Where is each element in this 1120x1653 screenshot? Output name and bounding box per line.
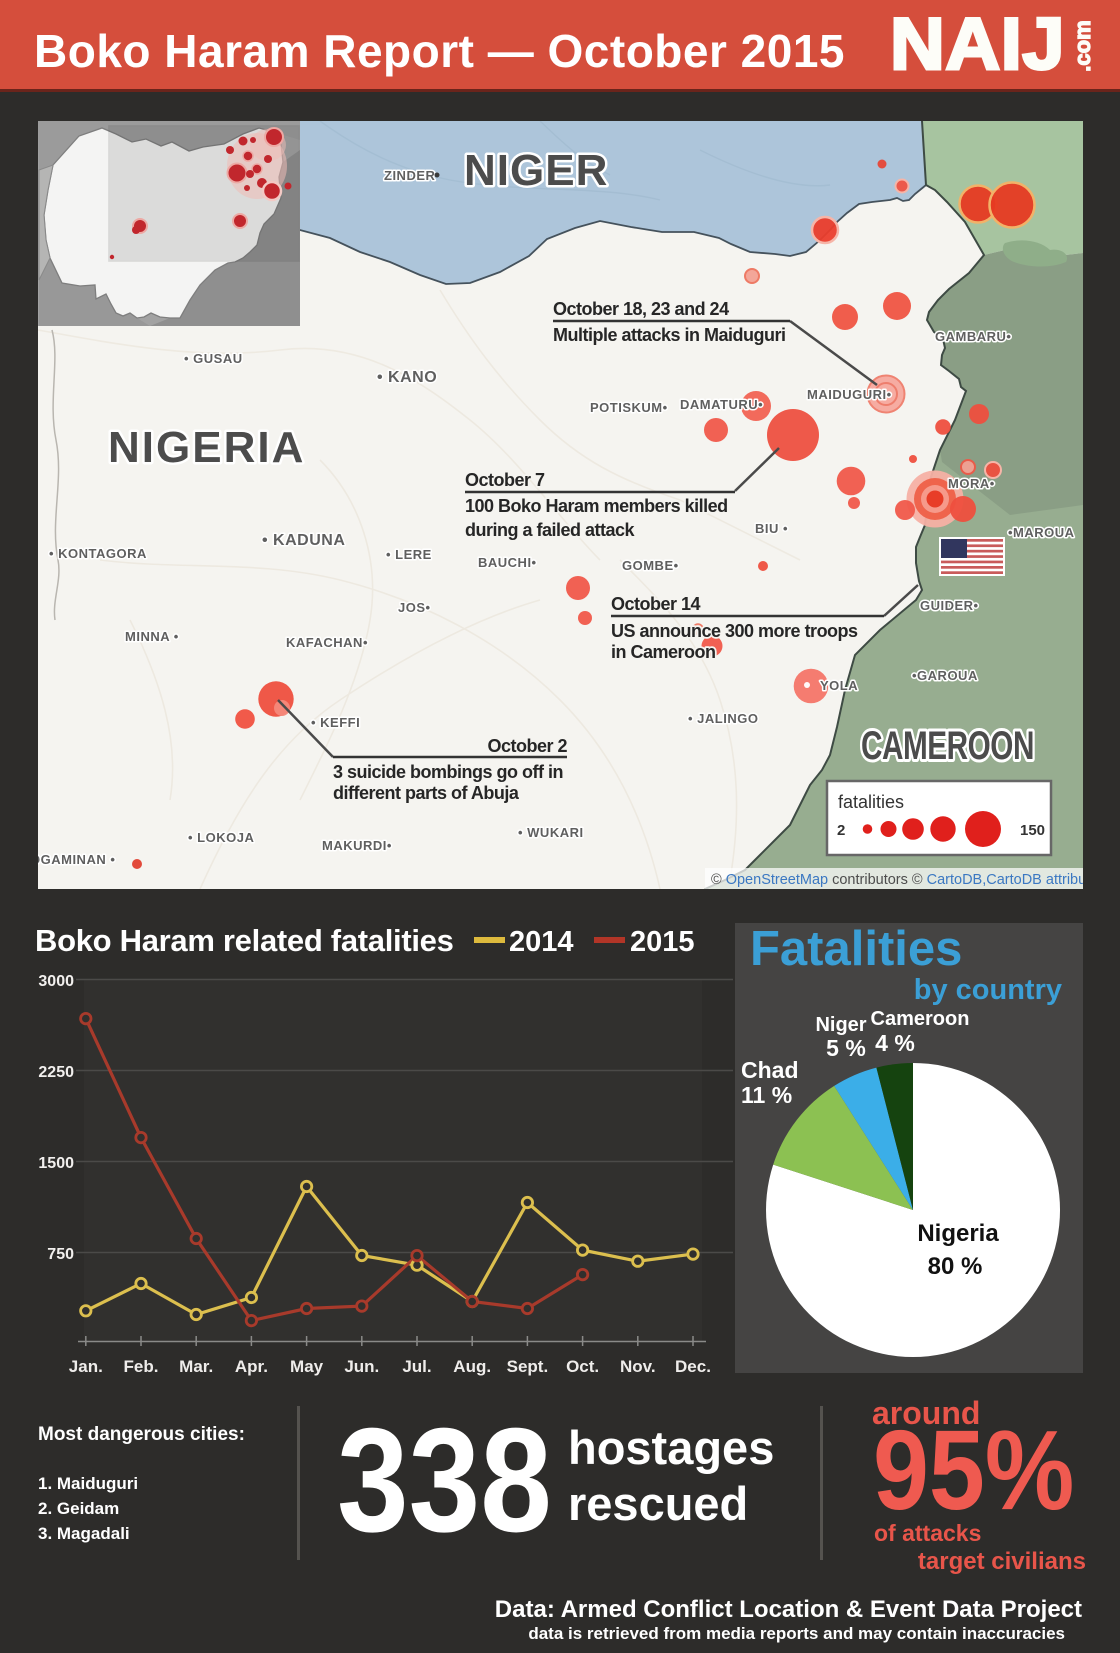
svg-text:5 %: 5 %	[826, 1035, 866, 1061]
svg-text:MORA•: MORA•	[948, 476, 995, 491]
svg-text:Jun.: Jun.	[344, 1357, 379, 1376]
svg-text:JOS•: JOS•	[398, 600, 431, 615]
svg-text:Aug.: Aug.	[453, 1357, 491, 1376]
svg-text:Mar.: Mar.	[179, 1357, 213, 1376]
svg-text:Nov.: Nov.	[620, 1357, 656, 1376]
svg-text:CAMEROON: CAMEROON	[861, 724, 1034, 768]
svg-text:October 2: October 2	[487, 736, 567, 756]
svg-text:different parts of Abuja: different parts of Abuja	[333, 783, 520, 803]
svg-text:Jan.: Jan.	[69, 1357, 103, 1376]
svg-text:Fatalities: Fatalities	[750, 923, 962, 976]
svg-text:•MAROUA: •MAROUA	[1008, 525, 1075, 540]
svg-text:• JALINGO: • JALINGO	[688, 711, 758, 726]
svg-text:2250: 2250	[38, 1064, 74, 1081]
svg-text:GAMBARU•: GAMBARU•	[935, 329, 1011, 344]
svg-text:Feb.: Feb.	[124, 1357, 159, 1376]
svg-text:Chad: Chad	[741, 1057, 799, 1083]
svg-text:US announce 300 more troops: US announce 300 more troops	[611, 621, 858, 641]
svg-text:4 %: 4 %	[875, 1030, 915, 1056]
svg-text:• LOKOJA: • LOKOJA	[188, 830, 254, 845]
svg-text:Cameroon: Cameroon	[871, 1008, 970, 1030]
svg-text:during a failed attack: during a failed attack	[465, 520, 636, 540]
svg-text:• KANO: • KANO	[377, 369, 437, 386]
svg-text:fatalities: fatalities	[838, 792, 904, 812]
svg-text:BIU •: BIU •	[755, 521, 788, 536]
svg-text:Oct.: Oct.	[566, 1357, 599, 1376]
svg-text:POTISKUM•: POTISKUM•	[590, 400, 668, 415]
svg-text:750: 750	[47, 1246, 74, 1263]
svg-text:Jul.: Jul.	[402, 1357, 431, 1376]
svg-text:• KEFFI: • KEFFI	[311, 715, 360, 730]
svg-text:Nigeria: Nigeria	[917, 1220, 999, 1247]
svg-text:OGAMINAN •: OGAMINAN •	[38, 852, 115, 867]
svg-text:October 7: October 7	[465, 470, 545, 490]
svg-text:Apr.: Apr.	[235, 1357, 268, 1376]
svg-text:150: 150	[1020, 822, 1045, 839]
svg-text:MAKURDI•: MAKURDI•	[322, 838, 392, 853]
svg-text:11 %: 11 %	[741, 1082, 792, 1108]
svg-text:80 %: 80 %	[928, 1253, 983, 1280]
svg-text:DAMATURU•: DAMATURU•	[680, 397, 763, 412]
svg-text:KAFACHAN•: KAFACHAN•	[286, 635, 368, 650]
svg-text:Sept.: Sept.	[507, 1357, 549, 1376]
svg-text:Dec.: Dec.	[675, 1357, 711, 1376]
svg-text:100 Boko Haram members killed: 100 Boko Haram members killed	[465, 496, 728, 516]
svg-text:BAUCHI•: BAUCHI•	[478, 555, 537, 570]
svg-text:ZINDER: ZINDER	[384, 168, 436, 183]
svg-text:Boko Haram related fatalities: Boko Haram related fatalities	[35, 923, 454, 958]
svg-text:GUIDER•: GUIDER•	[920, 598, 979, 613]
svg-text:• GUSAU: • GUSAU	[184, 351, 243, 366]
svg-text:Multiple attacks in Maiduguri: Multiple attacks in Maiduguri	[553, 325, 786, 345]
svg-text:• KONTAGORA: • KONTAGORA	[49, 546, 147, 561]
svg-text:2015: 2015	[630, 926, 695, 958]
svg-text:MAIDUGURI•: MAIDUGURI•	[807, 387, 892, 402]
svg-text:• LERE: • LERE	[386, 547, 432, 562]
svg-text:• WUKARI: • WUKARI	[518, 825, 584, 840]
svg-text:October 18, 23 and 24: October 18, 23 and 24	[553, 299, 729, 319]
svg-text:•GAROUA: •GAROUA	[912, 668, 978, 683]
svg-text:© OpenStreetMap contributors ©: © OpenStreetMap contributors © CartoDB,C…	[711, 872, 1083, 888]
svg-text:1500: 1500	[38, 1155, 74, 1172]
svg-text:• KADUNA: • KADUNA	[262, 532, 345, 549]
svg-text:NIGERIA: NIGERIA	[108, 423, 305, 472]
svg-text:YOLA: YOLA	[820, 678, 858, 693]
svg-text:October 14: October 14	[611, 594, 701, 614]
svg-text:2: 2	[837, 822, 845, 839]
svg-text:3 suicide bombings go off in: 3 suicide bombings go off in	[333, 762, 563, 782]
svg-text:3000: 3000	[38, 973, 74, 990]
svg-text:in Cameroon: in Cameroon	[611, 642, 716, 662]
svg-text:NIGER: NIGER	[464, 146, 608, 195]
svg-text:2014: 2014	[509, 926, 574, 958]
svg-text:GOMBE•: GOMBE•	[622, 558, 679, 573]
svg-text:by country: by country	[914, 974, 1062, 1006]
svg-text:MINNA •: MINNA •	[125, 629, 179, 644]
svg-text:Niger: Niger	[815, 1014, 866, 1036]
svg-text:May: May	[290, 1357, 324, 1376]
